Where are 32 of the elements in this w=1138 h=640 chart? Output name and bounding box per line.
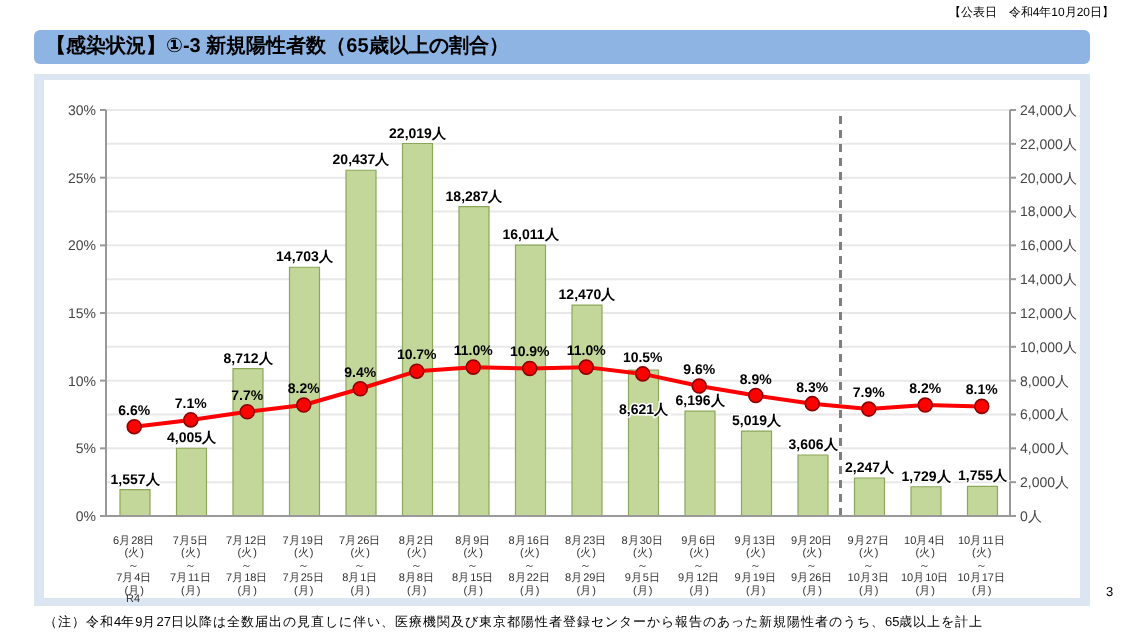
- bar: [514, 244, 547, 516]
- point: [634, 366, 651, 382]
- point: [804, 395, 821, 412]
- point: [747, 387, 764, 404]
- bar: [345, 169, 377, 516]
- point: [408, 363, 425, 379]
- point: [917, 397, 934, 413]
- point: [860, 401, 877, 417]
- bar: [401, 142, 434, 516]
- bar: [684, 410, 716, 516]
- bar: [853, 477, 886, 516]
- bar: [910, 486, 942, 516]
- point: [126, 418, 143, 435]
- point: [973, 398, 990, 415]
- point: [691, 378, 708, 394]
- point: [295, 397, 312, 413]
- bar: [966, 485, 999, 516]
- point: [521, 360, 538, 377]
- point: [182, 412, 199, 428]
- bar: [119, 489, 151, 516]
- bar: [571, 304, 603, 516]
- point: [352, 380, 369, 397]
- bar: [740, 430, 773, 516]
- point: [239, 403, 256, 420]
- bar: [458, 206, 490, 516]
- bar: [288, 266, 321, 516]
- bar: [797, 454, 829, 516]
- point: [578, 359, 595, 375]
- bar: [232, 368, 264, 516]
- bar: [175, 447, 208, 516]
- point: [465, 359, 482, 375]
- chart-title: 【感染状況】①-3 新規陽性者数（65歳以上の割合）: [34, 30, 1090, 64]
